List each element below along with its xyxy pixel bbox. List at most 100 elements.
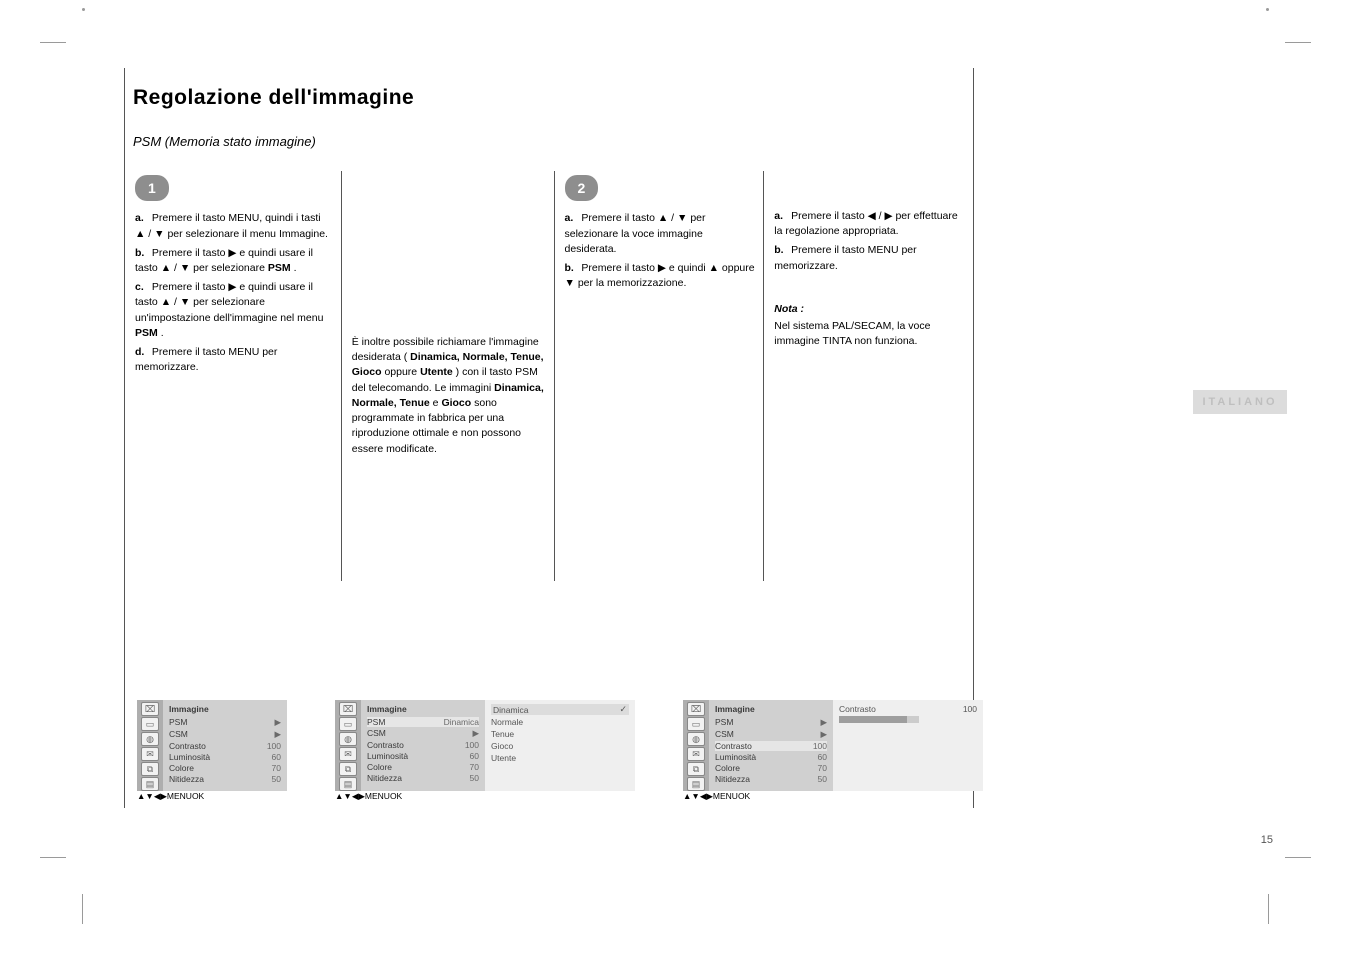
psm-opt-tenue: Tenue [491,729,514,739]
c1-b-4: . [294,262,297,274]
osd-item-psm: PSM [715,717,733,728]
chevron-right-icon: ▶ [472,728,479,739]
updown-icon: ▲ / ▼ [135,228,165,240]
osd-val: 50 [272,774,281,784]
step-1-badge: 1 [135,175,169,201]
osd-body: Immagine PSM▶ CSM▶ Contrasto100 Luminosi… [163,700,287,791]
c2-2: oppure [384,366,420,378]
setup-icon: ▤ [141,777,159,791]
osd-val: 70 [470,762,479,772]
c1-a-lead: Premere il tasto MENU, quindi i tasti [152,212,321,224]
tv-icon: ⌧ [141,702,159,716]
osd-title: Immagine [367,704,479,714]
c1-c-4: . [161,327,164,339]
nav-arrows-icon: ▲▼◀▶ [683,791,713,802]
psm-opt-normale: Normale [491,717,523,727]
osd-val: 60 [470,751,479,761]
c3-b-2: e quindi [669,262,709,274]
page-title: Regolazione dell'immagine [133,86,965,110]
c4-b: Premere il tasto MENU per memorizzare. [774,244,916,271]
chevron-right-icon: ▶ [820,729,827,740]
updown-icon: ▲ / ▼ [658,212,688,224]
nav-arrows-icon: ▲▼◀▶ [137,791,167,802]
osd-item-csm: CSM [367,728,386,739]
osd-val: Dinamica [444,717,479,727]
sound-icon: ◍ [141,732,159,746]
osd-menu-3: ⌧ ▭ ◍ ✉ ⧉ ▤ Immagine PSM▶ CSM▶ Contrasto… [683,700,983,802]
c3-b-4: per la memorizzazione. [578,277,687,289]
c3-a-1: Premere il tasto [581,212,657,224]
c2-game: Gioco [441,397,471,409]
osd-title: Immagine [169,704,281,714]
c4-a-1: Premere il tasto [791,210,867,222]
psm-opt-dinamica: Dinamica [493,705,528,715]
c1-b-3: per selezionare [193,262,268,274]
setup-icon: ▤ [339,777,357,791]
osd-val: 100 [813,741,827,751]
psm-label: PSM [135,327,158,339]
updown-icon: ▲ / ▼ [161,262,191,274]
c1-b-1: Premere il tasto [152,247,228,259]
slider-track [839,716,919,723]
osd-item-psm: PSM [169,717,187,728]
updown-icon: ▲ / ▼ [161,296,191,308]
note-body: Nel sistema PAL/SECAM, la voce immagine … [774,319,965,349]
setup-icon: ▤ [687,777,705,791]
psm-label: PSM [268,262,291,274]
column-1: 1 a. Premere il tasto MENU, quindi i tas… [125,171,341,581]
c1-c-1: Premere il tasto [152,281,228,293]
osd-item-csm: CSM [169,729,188,740]
time-icon: ✉ [141,747,159,761]
ok-label: OK [192,791,204,802]
osd-item-bright: Luminosità [367,751,408,761]
c3-b-1: Premere il tasto [581,262,657,274]
pip-icon: ⧉ [339,762,357,776]
osd-item-contrast: Contrasto [715,741,752,751]
pip-icon: ⧉ [141,762,159,776]
ok-label: OK [738,791,750,802]
right-icon: ▶ [658,262,666,274]
menu-label: MENU [167,791,192,802]
c1-a-tail: per selezionare il menu Immagine. [167,228,328,240]
check-icon: ✓ [619,704,627,715]
sound-icon: ◍ [687,732,705,746]
chevron-right-icon: ▶ [274,729,281,740]
right-icon: ▶ [228,247,236,259]
menu-label: MENU [365,791,390,802]
osd-item-sharp: Nitidezza [715,774,750,784]
slider-value: 100 [963,704,977,714]
picture-icon: ▭ [687,717,705,731]
picture-icon: ▭ [141,717,159,731]
menu-label: MENU [713,791,738,802]
language-tab: ITALIANO [1193,390,1287,414]
osd-item-contrast: Contrasto [169,741,206,751]
slider-label: Contrasto [839,704,876,714]
osd-val: 60 [272,752,281,762]
osd-menu-1: ⌧ ▭ ◍ ✉ ⧉ ▤ Immagine PSM▶ CSM▶ Contrasto… [137,700,287,802]
osd-val: 100 [465,740,479,750]
osd-title: Immagine [715,704,827,714]
sound-icon: ◍ [339,732,357,746]
osd-item-color: Colore [367,762,392,772]
c2-user: Utente [420,366,453,378]
column-4: a. Premere il tasto ◀ / ▶ per effettuare… [763,171,973,581]
osd-menu-2: ⌧ ▭ ◍ ✉ ⧉ ▤ Immagine PSMDinamica CSM▶ Co… [335,700,635,802]
osd-submenu: Dinamica✓ Normale Tenue Gioco Utente [485,700,635,791]
c1-d: Premere il tasto MENU per memorizzare. [135,346,277,373]
osd-item-csm: CSM [715,729,734,740]
tv-icon: ⌧ [687,702,705,716]
osd-item-color: Colore [169,763,194,773]
psm-opt-utente: Utente [491,753,516,763]
ok-label: OK [390,791,402,802]
column-2: È inoltre possibile richiamare l'immagin… [341,171,554,581]
osd-item-sharp: Nitidezza [169,774,204,784]
osd-val: 70 [818,763,827,773]
osd-val: 50 [818,774,827,784]
slider-fill [839,716,907,723]
osd-val: 70 [272,763,281,773]
osd-item-psm: PSM [367,717,385,727]
osd-val: 100 [267,741,281,751]
right-icon: ▶ [228,281,236,293]
osd-item-sharp: Nitidezza [367,773,402,783]
c3-b-3: oppure [722,262,755,274]
